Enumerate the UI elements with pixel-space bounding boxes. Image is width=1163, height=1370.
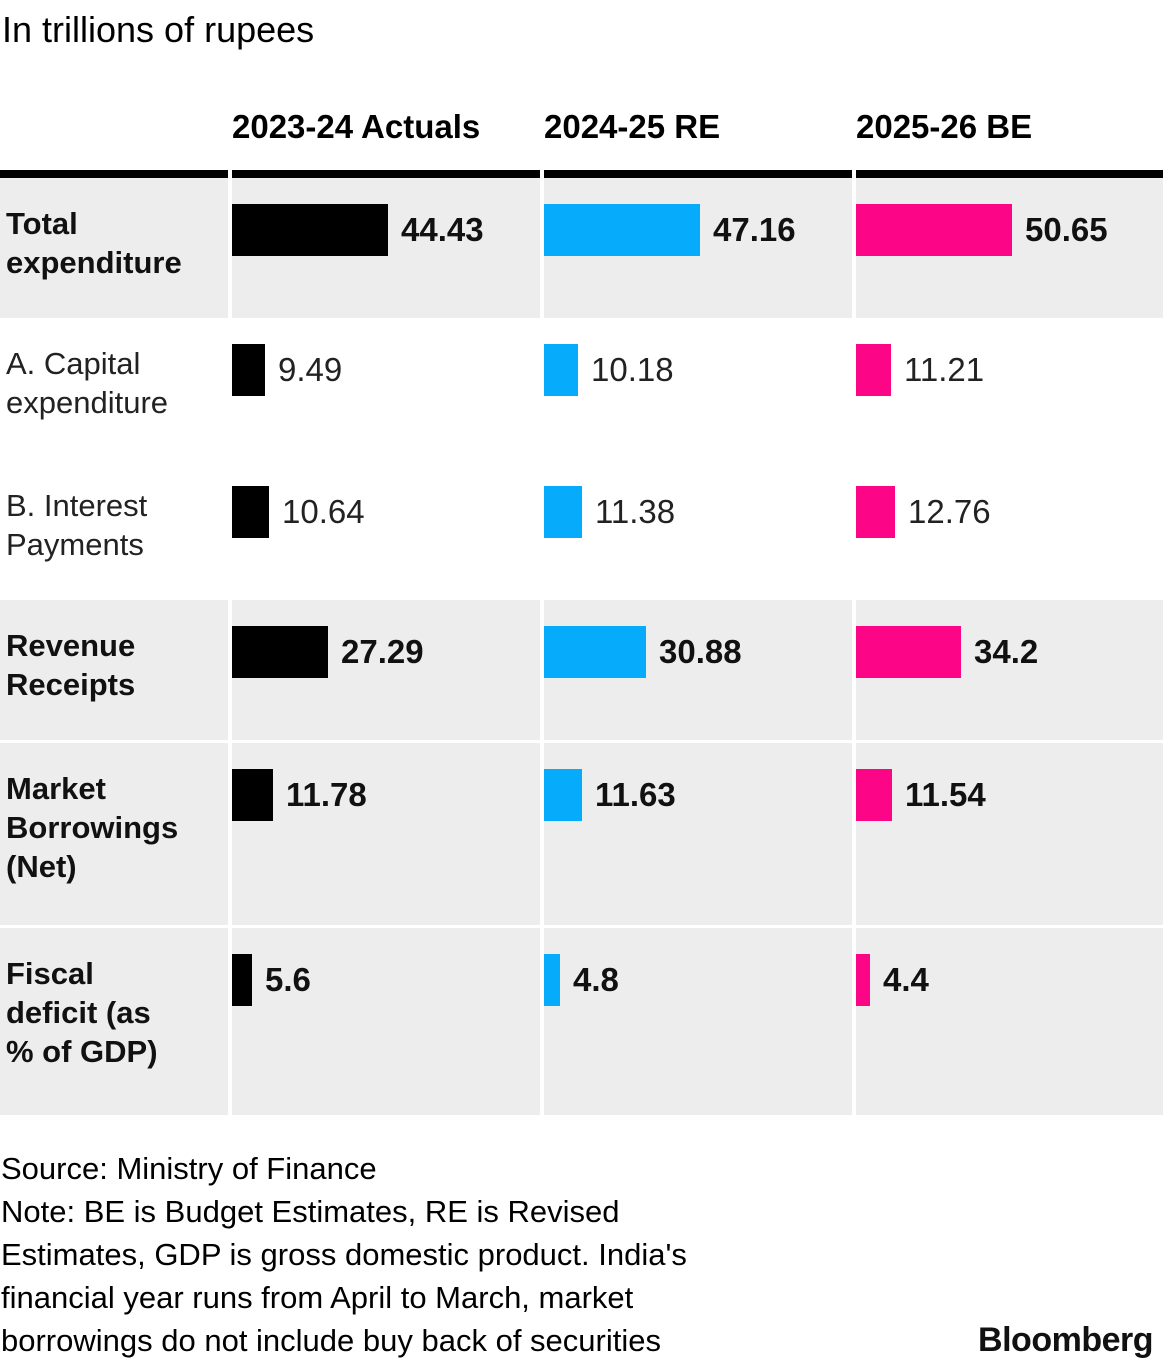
bar-cell: 4.8	[540, 928, 852, 1115]
header-spacer	[0, 108, 228, 146]
footer: Source: Ministry of Finance Note: BE is …	[1, 1147, 901, 1362]
bar-cell: 11.38	[540, 460, 852, 600]
table-top-rule	[0, 170, 1163, 178]
bar-cell: 50.65	[852, 178, 1163, 318]
bar-cell: 10.18	[540, 318, 852, 460]
row-label: Fiscal deficit (as % of GDP)	[0, 928, 228, 1115]
table-row: Market Borrowings (Net) 11.78 11.63 11.5…	[0, 740, 1163, 925]
bar	[232, 954, 252, 1006]
bar	[856, 486, 895, 538]
bar-value: 34.2	[974, 633, 1039, 670]
bar-cell: 11.21	[852, 318, 1163, 460]
bar	[544, 626, 646, 678]
bar-value: 44.43	[401, 211, 484, 248]
bar-cell: 10.64	[228, 460, 540, 600]
bar-cell: 44.43	[228, 178, 540, 318]
bar	[232, 204, 388, 256]
table-body: Total expenditure 44.43 47.16 50.65	[0, 178, 1163, 1115]
row-label: B. Interest Payments	[0, 460, 228, 600]
bar-value: 11.38	[595, 493, 676, 530]
source-note: Source: Ministry of Finance	[1, 1151, 377, 1186]
bar-value: 5.6	[265, 961, 311, 998]
table-row: A. Capital expenditure 9.49 10.18 11.21	[0, 318, 1163, 460]
bar	[856, 204, 1012, 256]
bar-value: 27.29	[341, 633, 424, 670]
bar-cell: 30.88	[540, 600, 852, 740]
bar	[544, 204, 700, 256]
page-title: In trillions of rupees	[2, 9, 315, 50]
bloomberg-logo: Bloomberg	[978, 1321, 1153, 1359]
table-row: B. Interest Payments 10.64 11.38 12.76	[0, 460, 1163, 600]
bar-cell: 47.16	[540, 178, 852, 318]
bar-value: 50.65	[1025, 211, 1108, 248]
bar	[856, 344, 891, 396]
bar-value: 11.21	[904, 351, 985, 388]
bar-value: 11.54	[905, 776, 986, 813]
bar-value: 4.4	[883, 961, 929, 998]
bar	[232, 486, 269, 538]
bar-cell: 5.6	[228, 928, 540, 1115]
bar-value: 4.8	[573, 961, 619, 998]
bar-value: 10.18	[591, 351, 674, 388]
column-header-2023-24: 2023-24 Actuals	[232, 108, 481, 145]
bar	[544, 344, 578, 396]
bar-value: 47.16	[713, 211, 796, 248]
bar	[544, 769, 582, 821]
column-headers: 2023-24 Actuals 2024-25 RE 2025-26 BE	[0, 108, 1163, 146]
bar-cell: 11.63	[540, 743, 852, 925]
bar	[856, 626, 961, 678]
bar-value: 10.64	[282, 493, 365, 530]
footnote: Note: BE is Budget Estimates, RE is Revi…	[1, 1194, 687, 1358]
bar-value: 12.76	[908, 493, 991, 530]
bar-value: 11.78	[286, 776, 367, 813]
row-label: Revenue Receipts	[0, 600, 228, 740]
bar	[232, 626, 328, 678]
bar	[544, 954, 560, 1006]
bar-cell: 4.4	[852, 928, 1163, 1115]
bar-cell: 12.76	[852, 460, 1163, 600]
column-header-2025-26: 2025-26 BE	[856, 108, 1033, 145]
bar-cell: 9.49	[228, 318, 540, 460]
bar-cell: 11.54	[852, 743, 1163, 925]
bar	[856, 954, 870, 1006]
bar	[232, 769, 273, 821]
row-label: A. Capital expenditure	[0, 318, 228, 460]
bar	[544, 486, 582, 538]
bar-value: 11.63	[595, 776, 676, 813]
bar-value: 30.88	[659, 633, 742, 670]
table-row: Fiscal deficit (as % of GDP) 5.6 4.8 4.4	[0, 925, 1163, 1115]
bar-cell: 27.29	[228, 600, 540, 740]
bar	[856, 769, 892, 821]
bar-value: 9.49	[278, 351, 343, 388]
row-label: Total expenditure	[0, 178, 228, 318]
bar-cell: 11.78	[228, 743, 540, 925]
row-label: Market Borrowings (Net)	[0, 743, 228, 925]
bar-cell: 34.2	[852, 600, 1163, 740]
table-row: Revenue Receipts 27.29 30.88 34.2	[0, 600, 1163, 740]
column-header-2024-25: 2024-25 RE	[544, 108, 721, 145]
bar	[232, 344, 265, 396]
table-row: Total expenditure 44.43 47.16 50.65	[0, 178, 1163, 318]
